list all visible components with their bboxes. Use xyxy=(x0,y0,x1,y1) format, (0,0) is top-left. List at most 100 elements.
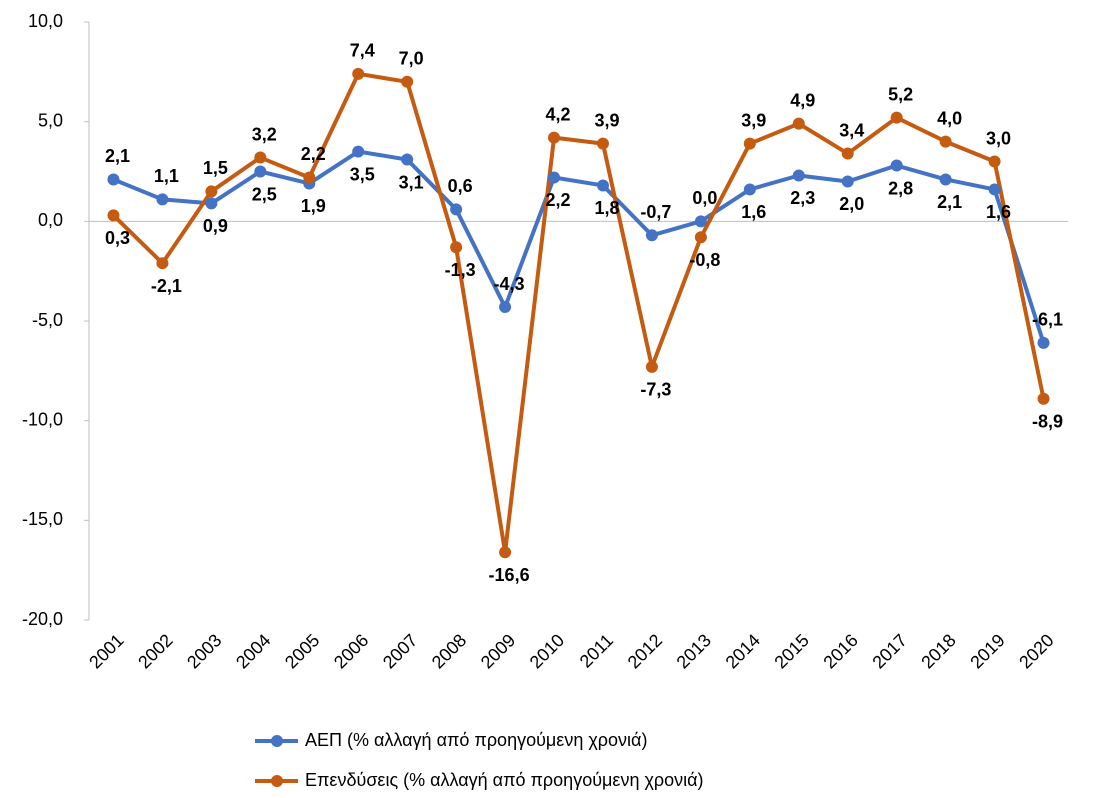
series-marker xyxy=(205,185,218,198)
x-tick-label: 2007 xyxy=(379,630,421,672)
y-tick-label: 0,0 xyxy=(38,210,63,230)
series-marker xyxy=(401,153,414,166)
series-marker xyxy=(743,183,756,196)
data-label: 0,6 xyxy=(448,176,473,196)
data-label: 7,4 xyxy=(350,41,375,61)
series-marker xyxy=(499,546,512,559)
series-marker xyxy=(401,75,414,88)
data-label: 2,2 xyxy=(301,144,326,164)
series-marker xyxy=(939,135,952,148)
x-tick-label: 2001 xyxy=(85,630,127,672)
series-marker xyxy=(792,169,805,182)
legend-label: Επενδύσεις (% αλλαγή από προηγούμενη χρο… xyxy=(305,770,704,790)
data-label: 2,1 xyxy=(937,192,962,212)
data-label: 2,3 xyxy=(790,188,815,208)
series-marker xyxy=(205,197,218,210)
x-tick-label: 2012 xyxy=(624,630,666,672)
series-marker xyxy=(645,360,658,373)
series-marker xyxy=(988,183,1001,196)
x-tick-label: 2005 xyxy=(281,630,323,672)
y-tick-label: -15,0 xyxy=(22,509,63,529)
series-marker xyxy=(596,179,609,192)
series-marker xyxy=(499,301,512,314)
series-marker xyxy=(792,117,805,130)
data-label: 0,9 xyxy=(203,216,228,236)
data-label: 1,6 xyxy=(986,202,1011,222)
series-line xyxy=(112,71,1046,555)
series-marker xyxy=(352,145,365,158)
series-marker xyxy=(841,175,854,188)
y-tick-label: -10,0 xyxy=(22,409,63,429)
x-tick-label: 2004 xyxy=(232,630,274,672)
x-tick-label: 2019 xyxy=(966,630,1008,672)
y-tick-label: -20,0 xyxy=(22,609,63,629)
x-tick-label: 2011 xyxy=(576,630,618,672)
legend-marker xyxy=(271,735,283,747)
series-marker xyxy=(1037,392,1050,405)
series-marker xyxy=(548,131,561,144)
x-tick-label: 2016 xyxy=(819,630,861,672)
x-tick-label: 2014 xyxy=(722,630,764,672)
data-label: 4,2 xyxy=(546,104,571,124)
series-marker xyxy=(645,229,658,242)
y-tick-label: -5,0 xyxy=(32,310,63,330)
series-marker xyxy=(694,231,707,244)
data-label: 3,4 xyxy=(839,120,864,140)
x-tick-label: 2008 xyxy=(428,630,470,672)
data-label: 2,1 xyxy=(105,146,130,166)
series-marker xyxy=(107,173,120,186)
series-marker xyxy=(156,193,169,206)
legend-marker xyxy=(271,775,283,787)
series-marker xyxy=(743,137,756,150)
series-marker xyxy=(596,137,609,150)
x-tick-label: 2018 xyxy=(917,630,959,672)
x-tick-label: 2003 xyxy=(183,630,225,672)
data-label: -6,1 xyxy=(1032,310,1063,330)
data-label: 3,1 xyxy=(399,172,424,192)
data-label: -4,3 xyxy=(494,274,525,294)
series-marker xyxy=(450,203,463,216)
data-label: 1,5 xyxy=(203,158,228,178)
data-label: 3,5 xyxy=(350,164,375,184)
x-tick-label: 2002 xyxy=(134,630,176,672)
series-marker xyxy=(548,171,561,184)
series-marker xyxy=(694,215,707,228)
series-marker xyxy=(254,151,267,164)
series-line xyxy=(112,149,1046,344)
data-label: 2,8 xyxy=(888,178,913,198)
data-label: 3,9 xyxy=(741,110,766,130)
y-tick-label: 5,0 xyxy=(38,110,63,130)
data-label: 5,2 xyxy=(888,84,913,104)
data-label: 1,8 xyxy=(594,198,619,218)
x-tick-label: 2013 xyxy=(673,630,715,672)
series-marker xyxy=(303,171,316,184)
x-tick-label: 2020 xyxy=(1015,630,1057,672)
series-marker xyxy=(1037,336,1050,349)
data-label: 0,3 xyxy=(105,228,130,248)
data-label: 4,9 xyxy=(790,90,815,110)
data-label: 7,0 xyxy=(399,49,424,69)
data-label: 3,0 xyxy=(986,128,1011,148)
data-label: 0,0 xyxy=(692,188,717,208)
data-label: 4,0 xyxy=(937,108,962,128)
data-label: -7,3 xyxy=(640,380,671,400)
data-label: 1,1 xyxy=(154,166,179,186)
series-marker xyxy=(988,155,1001,168)
data-label: 1,9 xyxy=(301,196,326,216)
data-label: 2,0 xyxy=(839,194,864,214)
data-label: -0,8 xyxy=(689,250,720,270)
x-tick-label: 2015 xyxy=(771,630,813,672)
data-label: 3,2 xyxy=(252,124,277,144)
series-marker xyxy=(156,257,169,270)
series-marker xyxy=(939,173,952,186)
data-label: -0,7 xyxy=(640,202,671,222)
series-marker xyxy=(890,111,903,124)
legend-label: ΑΕΠ (% αλλαγή από προηγούμενη χρονιά) xyxy=(305,730,647,750)
data-label: -1,3 xyxy=(445,260,476,280)
series-marker xyxy=(254,165,267,178)
data-label: 3,9 xyxy=(594,110,619,130)
series-marker xyxy=(352,67,365,80)
data-label: 2,5 xyxy=(252,184,277,204)
data-label: -8,9 xyxy=(1032,411,1063,431)
